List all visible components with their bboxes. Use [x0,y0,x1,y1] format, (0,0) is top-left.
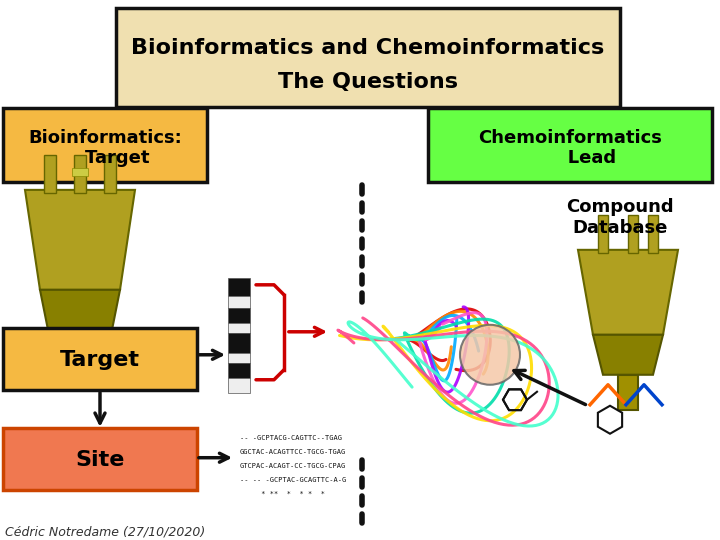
Text: Bioinformatics:
    Target: Bioinformatics: Target [28,129,182,167]
Bar [68,340,92,380]
Bar [104,155,116,193]
Circle shape [460,325,520,385]
FancyBboxPatch shape [3,328,197,390]
FancyBboxPatch shape [428,108,712,182]
Bar [228,353,250,363]
Text: Compound
Database: Compound Database [566,199,674,237]
Bar [228,296,250,308]
Polygon shape [578,250,678,335]
Text: Chemoinformatics
       Lead: Chemoinformatics Lead [478,129,662,167]
Bar [228,363,250,378]
Bar [228,308,250,323]
Text: Cédric Notredame (27/10/2020): Cédric Notredame (27/10/2020) [5,525,205,538]
FancyBboxPatch shape [3,108,207,182]
Text: Target: Target [60,350,140,370]
Bar [648,215,658,253]
Text: GTCPAC-ACAGT-CC-TGCG-CPAG: GTCPAC-ACAGT-CC-TGCG-CPAG [240,463,346,469]
Polygon shape [25,190,135,290]
FancyBboxPatch shape [3,428,197,490]
Bar [228,278,250,296]
Text: Bioinformatics and Chemoinformatics: Bioinformatics and Chemoinformatics [131,38,605,58]
Bar [228,323,250,333]
Bar [74,155,86,193]
Text: Site: Site [76,450,125,470]
Bar [72,168,88,176]
Polygon shape [593,335,663,375]
Bar [628,215,638,253]
Polygon shape [40,290,120,340]
Text: -- -GCPTACG-CAGTTC--TGAG: -- -GCPTACG-CAGTTC--TGAG [240,435,342,441]
Bar [618,375,638,410]
FancyBboxPatch shape [116,8,620,107]
Text: The Questions: The Questions [278,72,458,92]
Text: GGCTAC-ACAGTTCC-TGCG-TGAG: GGCTAC-ACAGTTCC-TGCG-TGAG [240,449,346,455]
Bar [228,333,250,353]
Bar [598,215,608,253]
Bar [228,378,250,393]
Text: * **  *  * *  *: * ** * * * * [240,491,325,497]
Text: -- -- -GCPTAC-GCAGTTC-A-G: -- -- -GCPTAC-GCAGTTC-A-G [240,477,346,483]
Bar [44,155,56,193]
